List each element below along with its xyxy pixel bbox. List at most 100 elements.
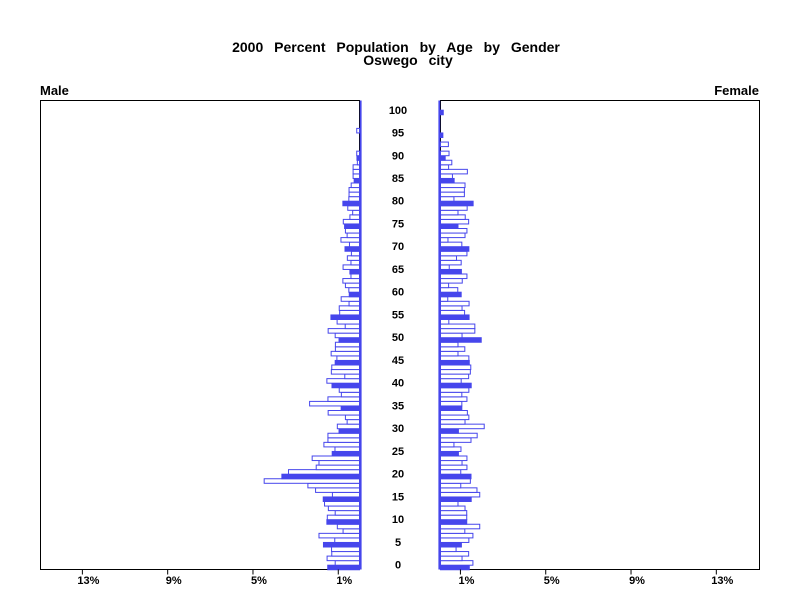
- male-age-24-bar: [311, 455, 361, 462]
- female-age-38-bar: [440, 391, 463, 398]
- female-age-100-bar: [440, 109, 444, 116]
- male-age-45-bar: [334, 359, 361, 366]
- female-age-70-bar: [440, 246, 470, 252]
- female-age-37-bar: [440, 396, 468, 402]
- male-age-10-bar: [326, 519, 360, 525]
- female-age-53-bar: [440, 323, 476, 330]
- male-age-79-bar: [347, 205, 360, 211]
- female-age-48-bar: [440, 346, 466, 352]
- female-age-87-bar: [440, 168, 468, 175]
- male-age-38-bar: [340, 391, 360, 398]
- female-age-52-bar: [440, 328, 476, 334]
- male-age-44-bar: [331, 364, 360, 371]
- male-age-88-bar: [352, 164, 361, 170]
- female-age-27-bar: [440, 441, 455, 448]
- male-pct-label-13: 13%: [77, 575, 99, 587]
- male-age-16-bar: [331, 491, 360, 498]
- age-axis-label-45: 45: [392, 355, 404, 367]
- female-age-77-bar: [440, 214, 466, 220]
- female-pct-label-1: 1%: [458, 575, 474, 587]
- male-age-13-bar: [327, 505, 361, 512]
- male-age-96-bar: [356, 127, 361, 134]
- female-age-55-bar: [440, 314, 470, 321]
- female-age-15-bar: [440, 496, 472, 503]
- female-age-91-bar: [440, 150, 450, 157]
- female-age-33-bar: [440, 414, 470, 421]
- male-age-65-bar: [349, 268, 360, 275]
- female-age-43-bar: [440, 369, 471, 375]
- female-pct-label-9: 9%: [629, 575, 645, 587]
- female-age-46-bar: [440, 355, 470, 361]
- age-axis-label-35: 35: [392, 400, 404, 412]
- female-pct-label-13: 13%: [711, 575, 733, 587]
- female-age-17-bar: [440, 487, 478, 493]
- female-age-25-bar: [440, 450, 459, 457]
- female-age-67-bar: [440, 259, 462, 266]
- male-age-73-bar: [346, 232, 360, 239]
- male-age-23-bar: [318, 460, 361, 466]
- male-age-91-bar: [356, 150, 361, 157]
- male-age-75-bar: [344, 223, 361, 229]
- female-age-3-bar: [440, 551, 470, 557]
- male-age-35-bar: [340, 405, 360, 412]
- male-age-17-bar: [315, 487, 360, 493]
- male-age-63-bar: [342, 278, 360, 284]
- female-age-30-bar: [440, 428, 459, 434]
- male-plot-frame: [40, 100, 360, 570]
- female-age-83-bar: [440, 187, 465, 193]
- male-age-51-bar: [334, 332, 361, 339]
- female-age-71-bar: [440, 241, 463, 248]
- female-age-90-bar: [440, 155, 446, 161]
- male-age-50-bar: [338, 337, 361, 343]
- male-age-28-bar: [327, 437, 360, 443]
- male-age-7-bar: [318, 532, 361, 539]
- female-age-34-bar: [440, 410, 468, 416]
- male-age-87-bar: [352, 168, 361, 175]
- male-age-18-bar: [307, 482, 360, 489]
- female-age-73-bar: [440, 232, 466, 239]
- male-age-84-bar: [350, 182, 361, 189]
- female-age-93-bar: [440, 141, 449, 148]
- female-age-95-bar: [440, 132, 444, 138]
- male-age-21-bar: [287, 469, 361, 475]
- female-age-11-bar: [440, 514, 468, 521]
- female-age-7-bar: [440, 532, 474, 539]
- male-age-0-bar: [327, 564, 360, 571]
- female-age-44-bar: [440, 364, 472, 371]
- male-age-54-bar: [336, 319, 361, 325]
- female-age-51-bar: [440, 332, 463, 339]
- female-age-4-bar: [440, 546, 457, 553]
- age-axis-label-95: 95: [392, 128, 404, 140]
- age-axis-label-10: 10: [392, 514, 404, 526]
- female-age-35-bar: [440, 405, 463, 412]
- male-age-52-bar: [327, 328, 361, 334]
- male-age-48-bar: [334, 346, 360, 352]
- female-age-49-bar: [440, 341, 459, 348]
- female-age-85-bar: [440, 177, 455, 184]
- female-age-24-bar: [440, 455, 468, 462]
- male-age-83-bar: [348, 187, 361, 193]
- female-age-75-bar: [440, 223, 459, 229]
- chart-title-line1: 2000 Percent Population by Age by Gender: [232, 39, 560, 55]
- female-age-16-bar: [440, 491, 481, 498]
- female-age-14-bar: [440, 501, 459, 507]
- female-age-19-bar: [440, 478, 471, 484]
- female-age-82-bar: [440, 191, 465, 198]
- age-axis-label-15: 15: [392, 491, 404, 503]
- male-age-49-bar: [334, 341, 360, 348]
- male-age-39-bar: [338, 387, 360, 393]
- age-axis-label-25: 25: [392, 446, 404, 458]
- female-age-9-bar: [440, 523, 481, 530]
- male-age-47-bar: [330, 350, 361, 357]
- male-age-6-bar: [334, 537, 360, 543]
- female-age-78-bar: [440, 209, 459, 216]
- female-age-36-bar: [440, 400, 463, 407]
- female-age-74-bar: [440, 228, 468, 234]
- age-axis-label-70: 70: [392, 241, 404, 253]
- female-age-54-bar: [440, 319, 450, 325]
- male-age-30-bar: [338, 428, 361, 434]
- male-age-64-bar: [350, 273, 361, 280]
- female-pct-label-5: 5%: [544, 575, 560, 587]
- female-age-39-bar: [440, 387, 470, 393]
